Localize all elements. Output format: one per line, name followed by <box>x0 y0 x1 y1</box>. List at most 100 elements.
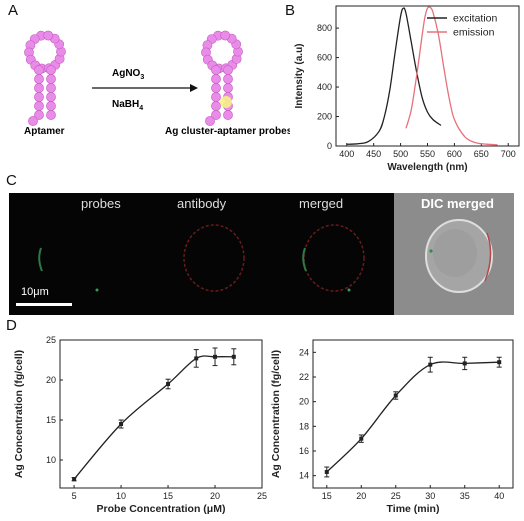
plot-frame <box>312 339 514 489</box>
y-tick-label: 24 <box>299 347 309 357</box>
bead <box>211 101 221 111</box>
merged-dot <box>347 288 351 292</box>
data-point <box>194 356 199 361</box>
x-tick-label: 25 <box>257 491 267 501</box>
x-tick-label: 500 <box>393 149 408 159</box>
x-axis-label: Probe Concentration (μM) <box>97 503 226 515</box>
bead <box>223 74 233 84</box>
x-tick-label: 10 <box>116 491 126 501</box>
bead <box>211 74 221 84</box>
dic-green-dot <box>429 249 433 253</box>
probe-dot <box>95 288 99 292</box>
x-tick-label: 400 <box>339 149 354 159</box>
y-tick-label: 20 <box>299 397 309 407</box>
label-probes: probes <box>81 196 121 211</box>
legend-label-excitation: excitation <box>453 13 498 25</box>
dic-red-edge <box>484 232 492 282</box>
x-tick-label: 20 <box>356 491 366 501</box>
y-tick-label: 18 <box>299 421 309 431</box>
series-line-emission <box>405 6 498 146</box>
y-tick-label: 600 <box>317 53 332 63</box>
panel-letter-d: D <box>6 317 17 334</box>
bead <box>46 83 56 93</box>
bead <box>46 92 56 102</box>
bead <box>46 65 56 75</box>
bead <box>211 65 221 75</box>
x-tick-label: 600 <box>447 149 462 159</box>
data-point <box>359 436 364 441</box>
data-point <box>497 360 502 365</box>
x-tick-label: 15 <box>163 491 173 501</box>
x-tick-label: 30 <box>425 491 435 501</box>
x-tick-label: 700 <box>501 149 516 159</box>
x-tick-label: 550 <box>420 149 435 159</box>
data-point <box>166 382 171 386</box>
reagent-agno3: AgNO3 <box>112 68 144 81</box>
x-axis-label: Time (min) <box>387 503 440 515</box>
data-point <box>72 477 77 482</box>
bead <box>34 101 44 111</box>
y-tick-label: 20 <box>46 375 56 385</box>
x-tick-label: 650 <box>474 149 489 159</box>
x-axis-label: Wavelength (nm) <box>387 162 467 173</box>
y-axis-label: Ag Concentration (fg/cell) <box>13 350 25 478</box>
reaction-arrow-head <box>190 84 198 92</box>
merged-ring <box>303 224 365 292</box>
aptamer-hairpin-right <box>201 30 243 126</box>
scale-bar-label: 10μm <box>21 286 49 298</box>
y-tick-label: 0 <box>327 141 332 151</box>
time-course-chart: 15 20 25 30 35 40 14 16 18 20 22 24 Time (min) Ag Con… <box>270 339 514 515</box>
bead <box>220 30 231 41</box>
bead <box>46 110 56 120</box>
label-antibody: antibody <box>177 196 227 211</box>
y-axis-label: Intensity (a.u) <box>294 43 305 108</box>
bead <box>223 83 233 93</box>
series-line-excitation <box>346 7 442 145</box>
data-point <box>462 361 467 366</box>
bead <box>46 101 56 111</box>
data-point <box>119 422 124 426</box>
x-tick-label: 35 <box>460 491 470 501</box>
probe-signal-edge <box>38 247 43 272</box>
aptamer-hairpin-left <box>24 30 66 126</box>
antibody-ring <box>183 224 245 292</box>
bead <box>34 110 44 120</box>
aptamer-schematic: AgNO3 NaBH4 Aptamer Ag cluster-aptamer p… <box>24 30 290 137</box>
bead <box>205 116 215 126</box>
y-tick-label: 400 <box>317 82 332 92</box>
y-tick-label: 22 <box>299 372 309 382</box>
x-tick-label: 450 <box>366 149 381 159</box>
y-tick-label: 200 <box>317 112 332 122</box>
legend-label-emission: emission <box>453 27 495 39</box>
label-merged: merged <box>299 196 344 211</box>
data-point <box>393 393 398 398</box>
bead <box>211 83 221 93</box>
ag-cluster <box>220 96 232 108</box>
panel-letter-b: B <box>285 2 296 19</box>
series-line <box>73 355 234 480</box>
x-tick-label: 15 <box>322 491 332 501</box>
y-tick-label: 10 <box>46 455 56 465</box>
plot-frame <box>59 339 263 489</box>
probe-label: Ag cluster-aptamer probes <box>165 126 290 137</box>
bead <box>46 74 56 84</box>
series-line <box>326 361 500 473</box>
data-point <box>428 362 433 367</box>
probe-concentration-chart: 5 10 15 20 25 10 15 20 25 Probe Concentration (μM… <box>13 335 267 515</box>
aptamer-label: Aptamer <box>24 126 65 137</box>
y-tick-label: 15 <box>46 415 56 425</box>
bead <box>34 83 44 93</box>
data-point <box>213 354 218 359</box>
data-point <box>231 354 236 359</box>
bead <box>34 74 44 84</box>
x-tick-label: 5 <box>72 491 77 501</box>
spectrum-chart: 400 450 500 550 600 650 700 0 200 400 600 800 Wavele… <box>294 5 520 173</box>
y-tick-label: 14 <box>299 471 309 481</box>
label-dic-merged: DIC merged <box>421 196 494 211</box>
bead <box>34 92 44 102</box>
x-tick-label: 25 <box>391 491 401 501</box>
bead <box>223 110 233 120</box>
y-tick-label: 25 <box>46 335 56 345</box>
x-tick-label: 40 <box>494 491 504 501</box>
y-tick-label: 16 <box>299 446 309 456</box>
